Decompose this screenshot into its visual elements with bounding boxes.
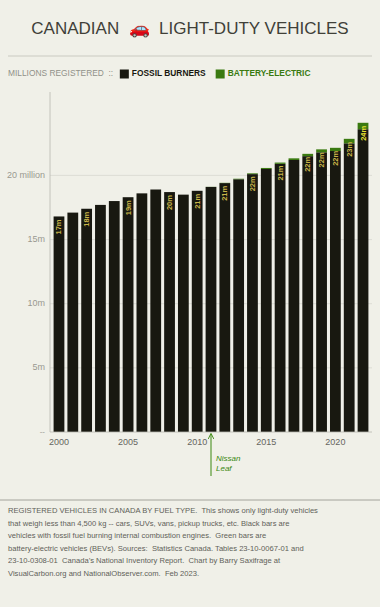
- bar-segment: [302, 156, 313, 432]
- bar-segment: [316, 149, 327, 152]
- bar-segment: [95, 204, 106, 205]
- bar-segment: [178, 194, 189, 195]
- bar-segment: [219, 183, 230, 432]
- axis-note: --: [40, 427, 46, 436]
- bar-segment: [330, 148, 341, 151]
- bar-annotation: 20m: [165, 195, 174, 210]
- bar-segment: [137, 193, 148, 432]
- x-axis-line: [50, 432, 372, 433]
- bar-segment: [150, 190, 161, 432]
- x-tick-label: 2010: [187, 437, 207, 447]
- bar-segment: [67, 213, 78, 432]
- y-axis-line: [50, 92, 51, 432]
- bar-segment: [164, 192, 175, 432]
- bar-segment: [344, 143, 355, 432]
- bar-segment: [206, 187, 217, 432]
- bar-segment: [206, 186, 217, 187]
- bar-annotation: 17m: [54, 219, 63, 234]
- bar-segment: [178, 195, 189, 432]
- legend-swatch: [120, 70, 129, 79]
- title: CANADIAN 🚗 LIGHT-DUTY VEHICLES: [31, 19, 348, 38]
- bar-segment: [137, 193, 148, 194]
- callout: NissanLeaf: [216, 454, 241, 473]
- bar-annotation: 22m: [303, 157, 312, 172]
- bar-segment: [316, 152, 327, 432]
- bar-segment: [95, 205, 106, 432]
- bar-segment: [289, 160, 300, 432]
- bar-segment: [302, 154, 313, 156]
- bar-annotation: 22m: [317, 152, 326, 167]
- bar-segment: [109, 201, 120, 202]
- bar-segment: [109, 201, 120, 432]
- background: [0, 0, 380, 607]
- bar-segment: [67, 212, 78, 213]
- x-tick-label: 2000: [49, 437, 69, 447]
- bar-segment: [261, 168, 272, 169]
- bar-segment: [81, 209, 92, 432]
- callout-arrow: [211, 434, 212, 476]
- bar-segment: [164, 192, 175, 193]
- bar-segment: [54, 216, 65, 432]
- bar-segment: [261, 169, 272, 432]
- bar-segment: [233, 179, 244, 432]
- y-tick-label: 20 million: [7, 170, 45, 180]
- legend-entry: FOSSIL BURNERS: [132, 68, 206, 78]
- y-tick-label: 15m: [27, 234, 45, 244]
- bar-segment: [123, 197, 134, 198]
- bar-annotation: 19m: [124, 200, 133, 215]
- bar-segment: [275, 163, 286, 164]
- bar-segment: [150, 189, 161, 190]
- bar-segment: [54, 216, 65, 217]
- bar-segment: [330, 151, 341, 432]
- bar-segment: [247, 174, 258, 432]
- legend: MILLIONS REGISTERED :: FOSSIL BURNERS BAT…: [8, 68, 311, 78]
- bar-segment: [275, 164, 286, 432]
- bar-segment: [289, 158, 300, 160]
- x-tick-label: 2005: [118, 437, 138, 447]
- bar-annotation: 21m: [276, 165, 285, 180]
- bar-annotation: 21m: [220, 186, 229, 201]
- footer: REGISTERED VEHICLES IN CANADA BY FUEL TY…: [8, 506, 318, 578]
- chart: CANADIAN 🚗 LIGHT-DUTY VEHICLES MILLIONS R…: [0, 0, 380, 607]
- bar-segment: [192, 191, 203, 432]
- bar-annotation: 18m: [82, 211, 91, 226]
- separator: [8, 56, 372, 57]
- y-tick-label: 10m: [27, 298, 45, 308]
- bar-annotation: 22m: [331, 150, 340, 165]
- bar-annotation: 23m: [345, 142, 354, 157]
- subtitle: MILLIONS REGISTERED ::: [8, 68, 118, 78]
- bar-annotation: 22m: [248, 176, 257, 191]
- bar-segment: [192, 190, 203, 191]
- y-tick-label: 5m: [32, 362, 45, 372]
- x-tick-label: 2020: [325, 437, 345, 447]
- bar-annotation: 24m: [359, 125, 368, 140]
- legend-entry: BATTERY-ELECTRIC: [228, 68, 311, 78]
- bar-annotation: 21m: [193, 193, 202, 208]
- bar-segment: [123, 197, 134, 432]
- bar-segment: [358, 129, 369, 432]
- footer-rule: [0, 500, 380, 501]
- bar-segment: [219, 182, 230, 183]
- x-tick-label: 2015: [256, 437, 276, 447]
- bar-segment: [233, 178, 244, 180]
- bar-segment: [247, 173, 258, 175]
- legend-swatch: [216, 70, 225, 79]
- bar-segment: [81, 208, 92, 209]
- bars: [54, 123, 369, 432]
